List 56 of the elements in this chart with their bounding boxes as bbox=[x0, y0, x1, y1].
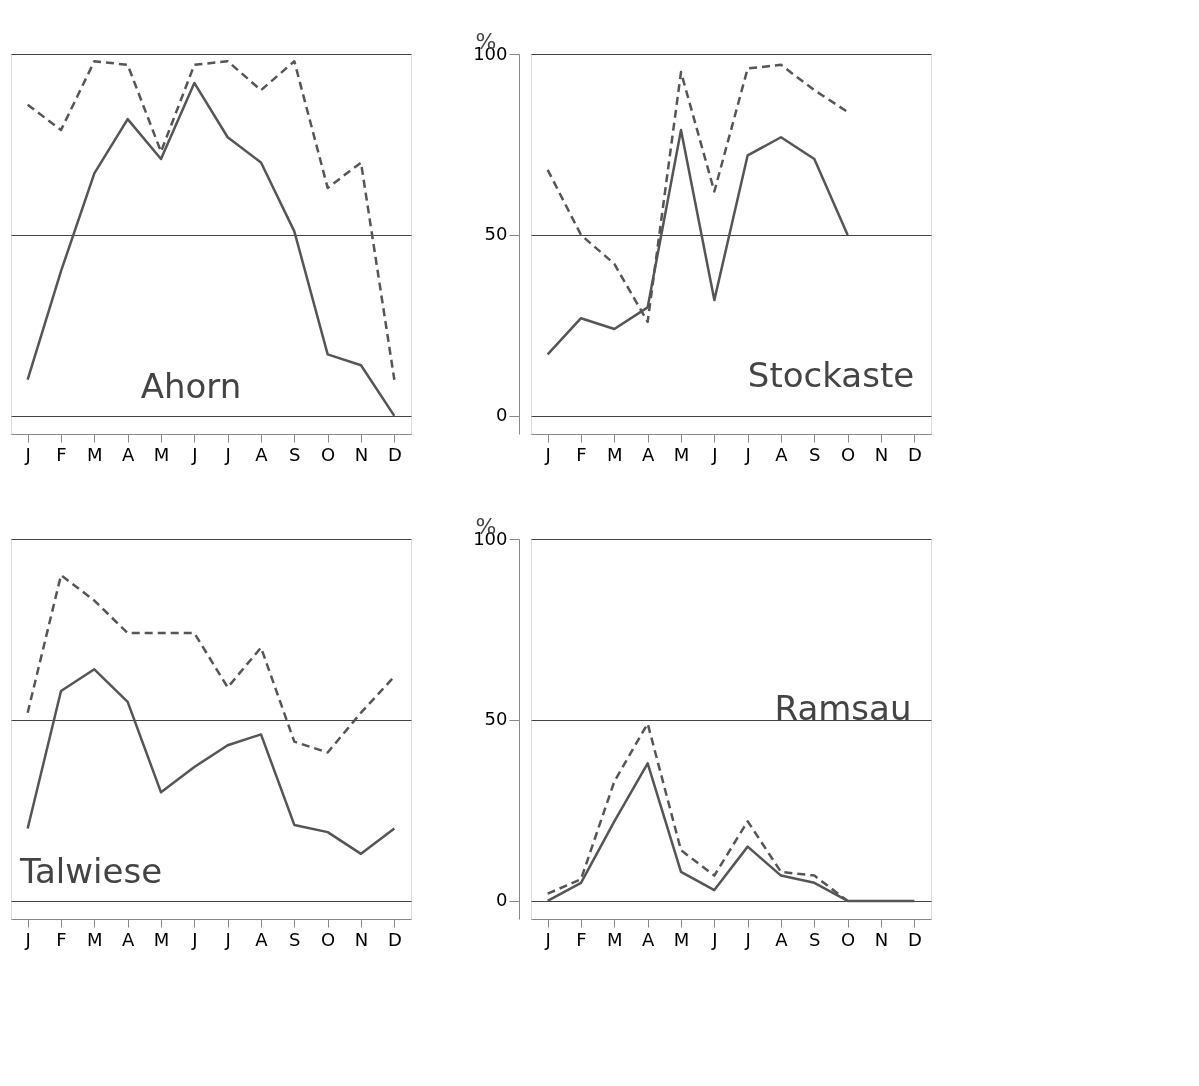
x-tick-label: S bbox=[809, 443, 821, 465]
x-tick-label: F bbox=[576, 928, 587, 950]
x-tick-label: S bbox=[809, 928, 821, 950]
x-tick-label: A bbox=[775, 443, 789, 465]
x-tick-label: A bbox=[122, 443, 135, 465]
x-tick-label: J bbox=[224, 928, 231, 950]
y-tick-label: 50 bbox=[484, 223, 508, 245]
x-tick-label: S bbox=[289, 443, 301, 465]
x-tick-label: M bbox=[153, 443, 170, 465]
x-tick-label: N bbox=[874, 443, 889, 465]
x-tick-label: N bbox=[354, 928, 369, 950]
text: Ahorn bbox=[140, 366, 242, 407]
x-tick-label: M bbox=[87, 928, 103, 950]
x-tick-label: S bbox=[289, 928, 301, 950]
x-tick-label: J bbox=[191, 443, 198, 465]
x-tick-label: A bbox=[642, 443, 655, 465]
x-tick-label: A bbox=[255, 443, 269, 465]
x-tick-label: F bbox=[56, 443, 67, 465]
x-tick-label: A bbox=[255, 928, 269, 950]
text: Talwiese bbox=[18, 851, 163, 892]
x-tick-label: J bbox=[711, 928, 718, 950]
x-tick-label: J bbox=[544, 928, 551, 950]
x-tick-label: A bbox=[775, 928, 789, 950]
x-tick-label: O bbox=[841, 928, 856, 950]
x-tick-label: J bbox=[24, 443, 31, 465]
x-tick-label: A bbox=[642, 928, 655, 950]
x-tick-label: M bbox=[87, 443, 103, 465]
x-tick-label: O bbox=[321, 928, 336, 950]
x-tick-label: M bbox=[673, 443, 690, 465]
x-tick-label: A bbox=[122, 928, 135, 950]
x-tick-label: J bbox=[224, 443, 231, 465]
x-tick-label: D bbox=[387, 928, 402, 950]
x-tick-label: D bbox=[907, 443, 922, 465]
y-tick-label: 50 bbox=[484, 708, 508, 730]
x-tick-label: J bbox=[744, 928, 751, 950]
x-tick-label: J bbox=[191, 928, 198, 950]
x-tick-label: M bbox=[153, 928, 170, 950]
x-tick-label: M bbox=[607, 443, 623, 465]
x-tick-label: O bbox=[841, 443, 856, 465]
x-tick-label: J bbox=[544, 443, 551, 465]
y-tick-label: 0 bbox=[496, 404, 508, 426]
x-tick-label: J bbox=[711, 443, 718, 465]
x-tick-label: D bbox=[387, 443, 402, 465]
y-tick-label: 0 bbox=[496, 889, 508, 911]
text: Ramsau bbox=[774, 688, 912, 728]
x-tick-label: J bbox=[744, 443, 751, 465]
x-tick-label: N bbox=[874, 928, 889, 950]
x-tick-label: O bbox=[321, 443, 336, 465]
x-tick-label: J bbox=[24, 928, 31, 950]
x-tick-label: N bbox=[354, 443, 369, 465]
x-tick-label: M bbox=[673, 928, 690, 950]
x-tick-label: M bbox=[607, 928, 623, 950]
x-tick-label: F bbox=[576, 443, 587, 465]
x-tick-label: F bbox=[56, 928, 67, 950]
x-tick-label: D bbox=[907, 928, 922, 950]
text: Stockaste bbox=[747, 355, 915, 395]
